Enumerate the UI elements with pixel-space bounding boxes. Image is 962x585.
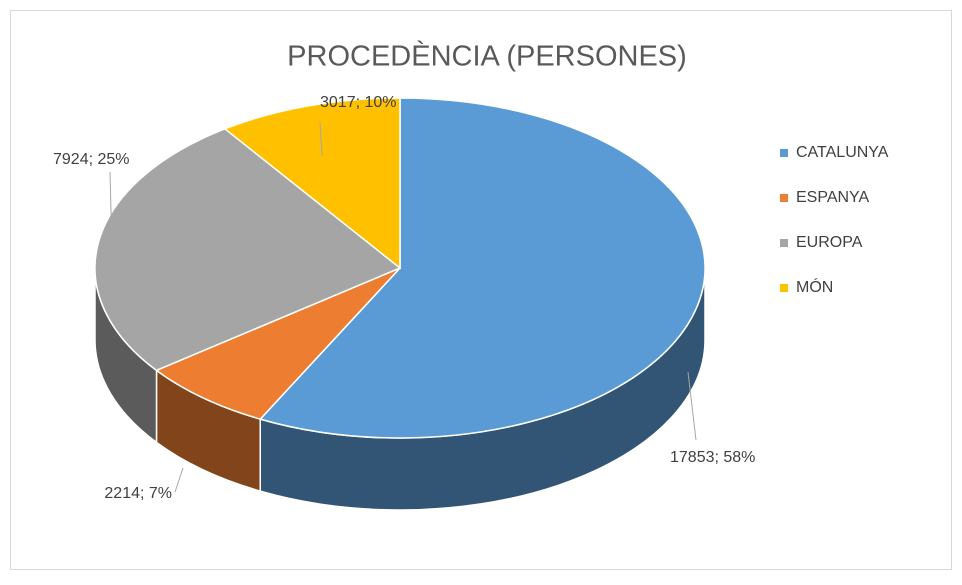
legend-swatch — [780, 284, 788, 292]
slice — [154, 267, 401, 420]
data-label: 17853; 58% — [670, 449, 755, 466]
leader-line — [319, 121, 323, 157]
legend-label: EUROPA — [796, 234, 863, 251]
slice — [223, 97, 401, 270]
legend-swatch — [780, 194, 788, 202]
data-label: 2214; 7% — [104, 485, 172, 502]
leader-line — [687, 371, 697, 441]
legend-label: CATALUNYA — [796, 144, 889, 161]
data-label: 3017; 10% — [320, 94, 397, 111]
legend-label: MÓN — [796, 277, 833, 296]
data-label: 7924; 25% — [53, 151, 130, 168]
legend-label: ESPANYA — [796, 189, 870, 206]
legend-swatch — [780, 149, 788, 157]
leader-line — [109, 171, 113, 251]
slice — [258, 97, 706, 439]
leader-line — [174, 467, 184, 493]
slice — [94, 127, 402, 372]
legend-swatch — [780, 239, 788, 247]
chart-title: PROCEDÈNCIA (PERSONES) — [287, 40, 687, 73]
